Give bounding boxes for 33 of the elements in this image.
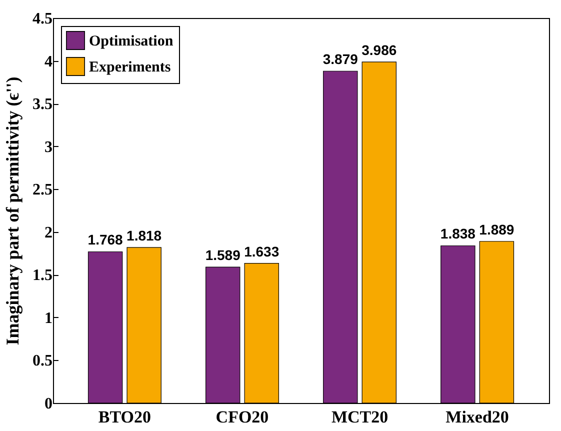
data-label: 3.986 <box>362 42 397 58</box>
bar <box>88 251 123 404</box>
data-label: 1.818 <box>126 227 162 244</box>
data-label: 1.889 <box>479 221 514 238</box>
data-label: 1.633 <box>244 243 280 260</box>
y-tick-label: 0.5 <box>32 352 52 370</box>
data-label: 1.768 <box>88 232 124 248</box>
x-tick-label: BTO20 <box>98 408 151 426</box>
x-tick-label: CFO20 <box>216 408 269 426</box>
y-tick-label: 2 <box>44 224 52 242</box>
y-tick-label: 3.5 <box>32 96 52 114</box>
y-tick-label: 1.5 <box>32 267 52 284</box>
y-axis-title: Imaginary part of permittivity (ϵ'') <box>2 76 22 346</box>
y-tick-label: 0 <box>44 396 52 412</box>
data-label: 1.838 <box>440 226 476 242</box>
data-label: 1.589 <box>205 247 241 264</box>
bar <box>362 62 397 404</box>
bar <box>323 70 358 404</box>
data-label: 3.879 <box>322 51 358 68</box>
legend-label: Experiments <box>89 60 171 76</box>
bar <box>244 262 279 404</box>
bar <box>205 266 240 404</box>
bar <box>479 241 514 404</box>
legend-label: Optimisation <box>89 34 174 50</box>
bar <box>126 247 162 404</box>
x-tick-label: Mixed20 <box>446 408 509 426</box>
y-tick-label: 3 <box>44 138 52 156</box>
x-tick-label: MCT20 <box>331 408 388 426</box>
y-tick-label: 4.5 <box>32 10 52 28</box>
y-tick-label: 4 <box>44 53 52 70</box>
y-tick-label: 2.5 <box>32 182 52 199</box>
bar <box>440 245 476 404</box>
y-tick-label: 1 <box>44 310 52 327</box>
